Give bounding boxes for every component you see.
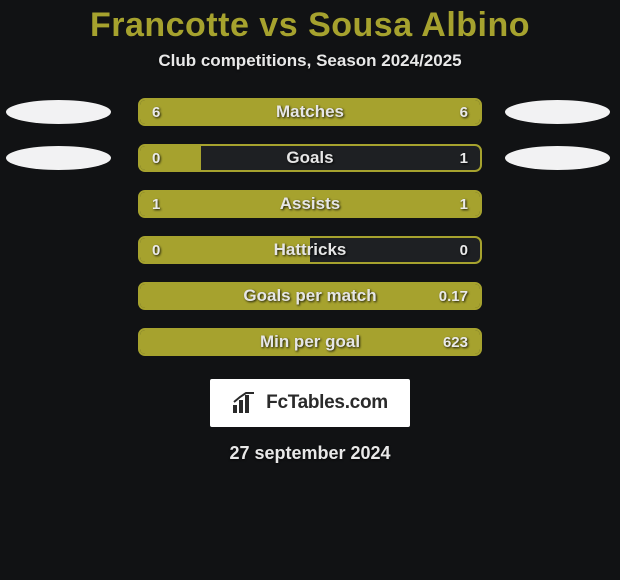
stats-container: 66Matches 01Goals 11Assists 00Hattricks 0.17…	[0, 89, 620, 365]
stat-fill-left	[140, 100, 310, 124]
stat-bar: 01Goals	[138, 144, 482, 172]
player-blob-right	[505, 146, 610, 170]
stat-row: 623Min per goal	[0, 319, 620, 365]
stat-row: 11Assists	[0, 181, 620, 227]
brand-text: FcTables.com	[266, 392, 388, 414]
stat-fill-left	[140, 330, 480, 354]
stat-fill-left	[140, 192, 310, 216]
stat-row: 00Hattricks	[0, 227, 620, 273]
stat-bar: 0.17Goals per match	[138, 282, 482, 310]
stat-bar: 00Hattricks	[138, 236, 482, 264]
stat-fill-left	[140, 284, 480, 308]
stat-fill-right	[310, 100, 480, 124]
page-title: Francotte vs Sousa Albino	[0, 0, 620, 51]
stat-fill-left	[140, 238, 310, 262]
stat-row: 66Matches	[0, 89, 620, 135]
player-blob-left	[6, 100, 111, 124]
stat-row: 0.17Goals per match	[0, 273, 620, 319]
brand-chart-icon	[232, 392, 258, 414]
player-blob-right	[505, 100, 610, 124]
stat-value-right: 1	[460, 146, 468, 170]
stat-bar: 66Matches	[138, 98, 482, 126]
stat-bar: 623Min per goal	[138, 328, 482, 356]
stat-value-right: 0	[460, 238, 468, 262]
stat-fill-left	[140, 146, 201, 170]
stat-row: 01Goals	[0, 135, 620, 181]
page-subtitle: Club competitions, Season 2024/2025	[0, 51, 620, 89]
stat-fill-right	[310, 192, 480, 216]
player-blob-left	[6, 146, 111, 170]
stat-bar: 11Assists	[138, 190, 482, 218]
brand-badge: FcTables.com	[210, 379, 410, 427]
snapshot-date: 27 september 2024	[0, 443, 620, 464]
